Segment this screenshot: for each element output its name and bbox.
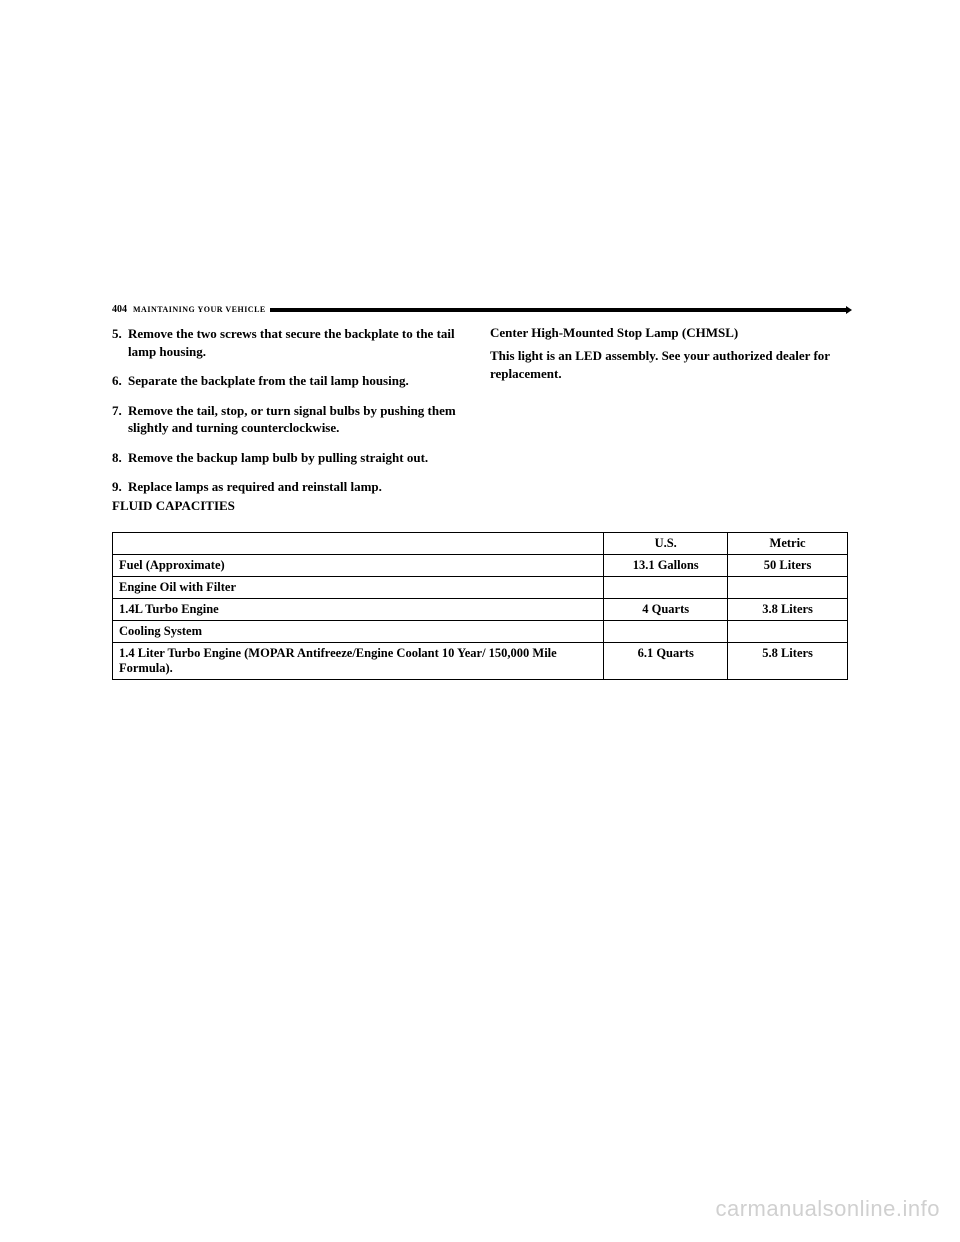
table-cell-desc: Fuel (Approximate) xyxy=(113,554,604,576)
table-cell-desc: Cooling System xyxy=(113,620,604,642)
list-item: 5. Remove the two screws that secure the… xyxy=(112,325,474,360)
table-cell-metric: 3.8 Liters xyxy=(728,598,848,620)
left-column: 5. Remove the two screws that secure the… xyxy=(112,325,474,514)
list-number: 8. xyxy=(112,449,128,467)
list-number: 9. xyxy=(112,478,128,496)
list-text: Remove the backup lamp bulb by pulling s… xyxy=(128,449,474,467)
fluid-capacities-table: U.S. Metric Fuel (Approximate) 13.1 Gall… xyxy=(112,532,848,680)
list-item: 6. Separate the backplate from the tail … xyxy=(112,372,474,390)
list-number: 7. xyxy=(112,402,128,437)
list-number: 6. xyxy=(112,372,128,390)
table-header-row: U.S. Metric xyxy=(113,532,848,554)
table-row: 1.4 Liter Turbo Engine (MOPAR Antifreeze… xyxy=(113,642,848,679)
chmsl-body: This light is an LED assembly. See your … xyxy=(490,347,848,382)
table-cell-us xyxy=(604,620,728,642)
list-text: Remove the two screws that secure the ba… xyxy=(128,325,474,360)
table-header-desc xyxy=(113,532,604,554)
list-text: Replace lamps as required and reinstall … xyxy=(128,478,474,496)
table-cell-metric xyxy=(728,576,848,598)
table-row: Fuel (Approximate) 13.1 Gallons 50 Liter… xyxy=(113,554,848,576)
list-number: 5. xyxy=(112,325,128,360)
header-rule xyxy=(270,308,848,312)
list-text: Remove the tail, stop, or turn signal bu… xyxy=(128,402,474,437)
section-title: MAINTAINING YOUR VEHICLE xyxy=(133,305,266,314)
chmsl-heading: Center High-Mounted Stop Lamp (CHMSL) xyxy=(490,325,848,341)
table-row: Engine Oil with Filter xyxy=(113,576,848,598)
table-cell-desc: Engine Oil with Filter xyxy=(113,576,604,598)
table-cell-desc: 1.4L Turbo Engine xyxy=(113,598,604,620)
two-column-layout: 5. Remove the two screws that secure the… xyxy=(112,325,848,514)
fluid-capacities-heading: FLUID CAPACITIES xyxy=(112,498,474,514)
page-header: 404 MAINTAINING YOUR VEHICLE xyxy=(112,304,848,315)
table-cell-desc: 1.4 Liter Turbo Engine (MOPAR Antifreeze… xyxy=(113,642,604,679)
right-column: Center High-Mounted Stop Lamp (CHMSL) Th… xyxy=(490,325,848,514)
page-number: 404 xyxy=(112,304,127,315)
list-text: Separate the backplate from the tail lam… xyxy=(128,372,474,390)
table-row: 1.4L Turbo Engine 4 Quarts 3.8 Liters xyxy=(113,598,848,620)
list-item: 8. Remove the backup lamp bulb by pullin… xyxy=(112,449,474,467)
table-cell-us: 13.1 Gallons xyxy=(604,554,728,576)
table-row: Cooling System xyxy=(113,620,848,642)
table-cell-us: 6.1 Quarts xyxy=(604,642,728,679)
watermark: carmanualsonline.info xyxy=(715,1196,940,1222)
table-header-us: U.S. xyxy=(604,532,728,554)
list-item: 7. Remove the tail, stop, or turn signal… xyxy=(112,402,474,437)
list-item: 9. Replace lamps as required and reinsta… xyxy=(112,478,474,496)
table-cell-metric xyxy=(728,620,848,642)
table-header-metric: Metric xyxy=(728,532,848,554)
table-cell-us: 4 Quarts xyxy=(604,598,728,620)
table-cell-metric: 50 Liters xyxy=(728,554,848,576)
page-content: 404 MAINTAINING YOUR VEHICLE 5. Remove t… xyxy=(112,304,848,680)
table-cell-us xyxy=(604,576,728,598)
table-cell-metric: 5.8 Liters xyxy=(728,642,848,679)
